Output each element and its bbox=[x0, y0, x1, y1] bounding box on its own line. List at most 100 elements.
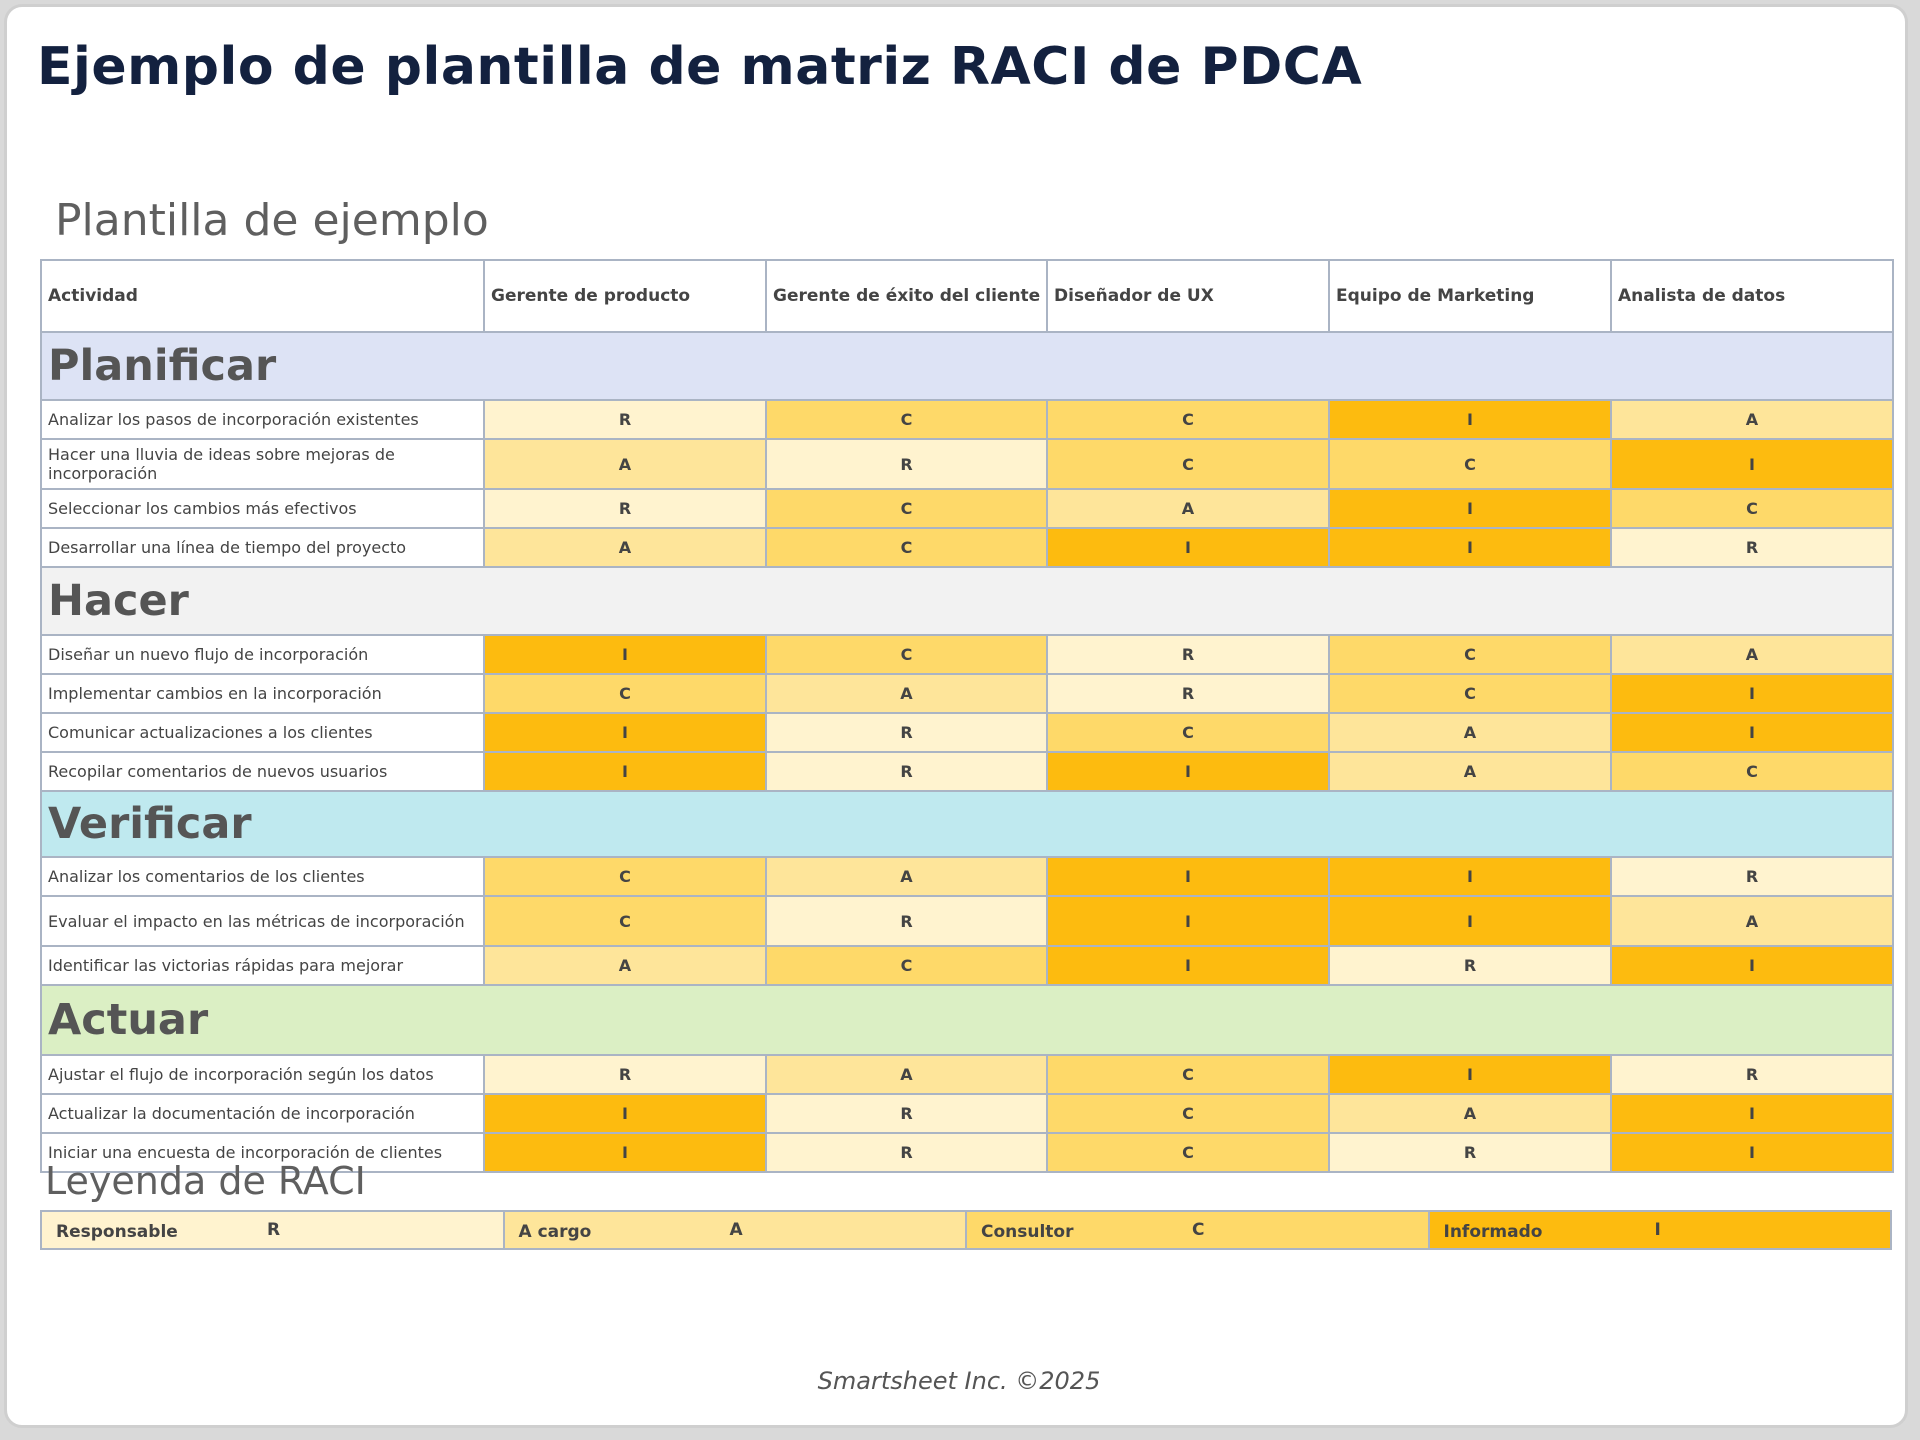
raci-cell: R bbox=[483, 488, 767, 529]
raci-cell: A bbox=[765, 673, 1048, 714]
raci-cell: I bbox=[483, 712, 767, 753]
raci-cell: A bbox=[1610, 399, 1894, 440]
table-row: Desarrollar una línea de tiempo del proy… bbox=[40, 527, 1894, 568]
activity-cell: Analizar los comentarios de los clientes bbox=[40, 856, 485, 897]
raci-cell: R bbox=[1610, 527, 1894, 568]
raci-cell: R bbox=[1328, 1132, 1612, 1173]
raci-cell: I bbox=[483, 751, 767, 792]
raci-cell: C bbox=[1046, 1132, 1330, 1173]
raci-cell: I bbox=[1610, 1093, 1894, 1134]
section-row: Hacer bbox=[40, 566, 1894, 636]
table-row: Analizar los comentarios de los clientes… bbox=[40, 856, 1894, 897]
raci-cell: C bbox=[1046, 399, 1330, 440]
raci-cell: I bbox=[1046, 856, 1330, 897]
activity-cell: Iniciar una encuesta de incorporación de… bbox=[40, 1132, 485, 1173]
header-activity: Actividad bbox=[40, 259, 485, 333]
header-customer-success-manager: Gerente de éxito del cliente bbox=[765, 259, 1048, 333]
raci-cell: R bbox=[1046, 634, 1330, 675]
activity-cell: Identificar las victorias rápidas para m… bbox=[40, 945, 485, 986]
legend-item-responsible: Responsable R bbox=[42, 1212, 503, 1248]
header-data-analyst: Analista de datos bbox=[1610, 259, 1894, 333]
raci-cell: C bbox=[1610, 751, 1894, 792]
table-row: Seleccionar los cambios más efectivos R C A… bbox=[40, 488, 1894, 529]
legend-label: A cargo bbox=[518, 1222, 592, 1242]
section-title: Verificar bbox=[40, 790, 1894, 858]
activity-cell: Recopilar comentarios de nuevos usuarios bbox=[40, 751, 485, 792]
raci-cell: I bbox=[1046, 945, 1330, 986]
raci-cell: R bbox=[1046, 673, 1330, 714]
header-marketing-team: Equipo de Marketing bbox=[1328, 259, 1612, 333]
raci-table: Actividad Gerente de producto Gerente de… bbox=[40, 259, 1894, 1173]
raci-cell: I bbox=[1610, 1132, 1894, 1173]
raci-cell: C bbox=[1610, 488, 1894, 529]
raci-cell: R bbox=[483, 1054, 767, 1095]
section-title: Hacer bbox=[40, 566, 1894, 636]
raci-cell: R bbox=[765, 438, 1048, 490]
raci-cell: A bbox=[483, 945, 767, 986]
raci-cell: C bbox=[765, 634, 1048, 675]
table-row: Comunicar actualizaciones a los clientes… bbox=[40, 712, 1894, 753]
legend-item-consulted: Consultor C bbox=[965, 1212, 1428, 1248]
raci-cell: R bbox=[1328, 945, 1612, 986]
header-ux-designer: Diseñador de UX bbox=[1046, 259, 1330, 333]
raci-cell: I bbox=[1328, 1054, 1612, 1095]
activity-cell: Hacer una lluvia de ideas sobre mejoras … bbox=[40, 438, 485, 490]
raci-cell: I bbox=[483, 1132, 767, 1173]
activity-cell: Desarrollar una línea de tiempo del proy… bbox=[40, 527, 485, 568]
raci-cell: A bbox=[1610, 895, 1894, 947]
raci-cell: C bbox=[483, 673, 767, 714]
raci-cell: A bbox=[1328, 751, 1612, 792]
activity-cell: Actualizar la documentación de incorpora… bbox=[40, 1093, 485, 1134]
raci-cell: R bbox=[765, 751, 1048, 792]
raci-cell: R bbox=[483, 399, 767, 440]
raci-cell: R bbox=[765, 712, 1048, 753]
footer-copyright: Smartsheet Inc. ©2025 bbox=[817, 1367, 1101, 1395]
raci-cell: I bbox=[483, 634, 767, 675]
legend-letter: R bbox=[267, 1220, 281, 1240]
legend-title: Leyenda de RACI bbox=[45, 1159, 366, 1203]
raci-cell: I bbox=[1046, 527, 1330, 568]
section-title: Planificar bbox=[40, 331, 1894, 401]
raci-cell: R bbox=[1610, 1054, 1894, 1095]
legend-item-informed: Informado I bbox=[1427, 1212, 1890, 1248]
table-row: Ajustar el flujo de incorporación según … bbox=[40, 1054, 1894, 1095]
page-title: Ejemplo de plantilla de matriz RACI de P… bbox=[37, 37, 1363, 97]
table-row: Identificar las victorias rápidas para m… bbox=[40, 945, 1894, 986]
raci-cell: I bbox=[1328, 399, 1612, 440]
raci-cell: I bbox=[1610, 712, 1894, 753]
activity-cell: Diseñar un nuevo flujo de incorporación bbox=[40, 634, 485, 675]
activity-cell: Comunicar actualizaciones a los clientes bbox=[40, 712, 485, 753]
raci-legend: Responsable R A cargo A Consultor C Info… bbox=[40, 1210, 1892, 1250]
legend-label: Informado bbox=[1443, 1222, 1543, 1242]
raci-cell: R bbox=[765, 1093, 1048, 1134]
page-frame: Ejemplo de plantilla de matriz RACI de P… bbox=[4, 4, 1908, 1428]
raci-cell: C bbox=[1046, 1093, 1330, 1134]
table-header-row: Actividad Gerente de producto Gerente de… bbox=[40, 259, 1894, 333]
table-row: Iniciar una encuesta de incorporación de… bbox=[40, 1132, 1894, 1173]
raci-cell: I bbox=[1328, 895, 1612, 947]
raci-cell: C bbox=[1328, 673, 1612, 714]
raci-cell: A bbox=[483, 527, 767, 568]
table-row: Actualizar la documentación de incorpora… bbox=[40, 1093, 1894, 1134]
raci-cell: C bbox=[1046, 438, 1330, 490]
raci-cell: A bbox=[483, 438, 767, 490]
legend-item-accountable: A cargo A bbox=[502, 1212, 965, 1248]
legend-label: Responsable bbox=[56, 1222, 178, 1242]
raci-cell: A bbox=[1328, 712, 1612, 753]
section-row: Verificar bbox=[40, 790, 1894, 858]
activity-cell: Seleccionar los cambios más efectivos bbox=[40, 488, 485, 529]
legend-label: Consultor bbox=[981, 1222, 1074, 1242]
legend-letter: I bbox=[1654, 1220, 1661, 1240]
table-row: Evaluar el impacto en las métricas de in… bbox=[40, 895, 1894, 947]
section-row: Actuar bbox=[40, 984, 1894, 1056]
table-row: Implementar cambios en la incorporación C… bbox=[40, 673, 1894, 714]
raci-cell: C bbox=[765, 399, 1048, 440]
raci-cell: I bbox=[483, 1093, 767, 1134]
raci-cell: I bbox=[1610, 438, 1894, 490]
raci-cell: I bbox=[1328, 856, 1612, 897]
legend-letter: C bbox=[1192, 1220, 1205, 1240]
raci-cell: C bbox=[1328, 438, 1612, 490]
section-title: Actuar bbox=[40, 984, 1894, 1056]
raci-cell: C bbox=[1046, 712, 1330, 753]
raci-cell: C bbox=[765, 527, 1048, 568]
